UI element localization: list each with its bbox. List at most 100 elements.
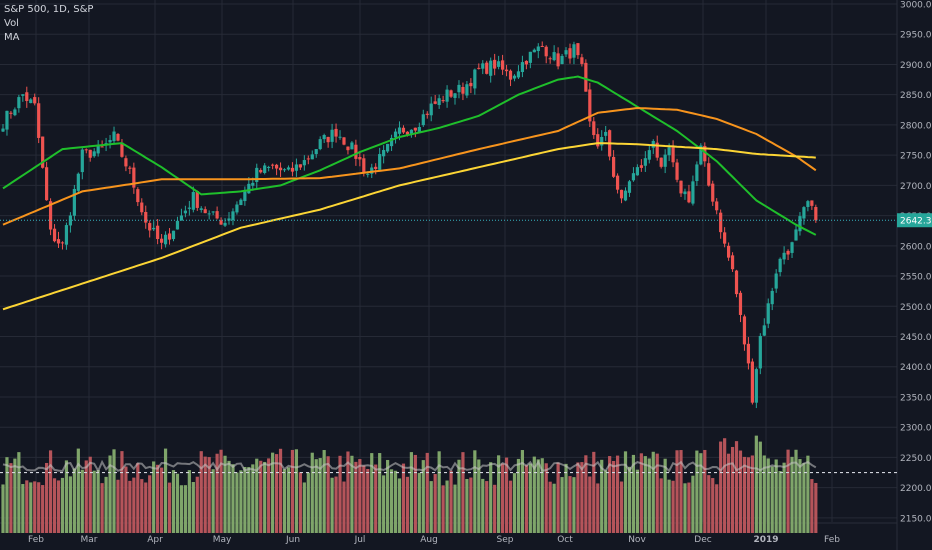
- candle-body: [667, 147, 671, 156]
- volume-bar: [128, 480, 132, 533]
- volume-bar: [754, 435, 758, 533]
- volume-bars: [1, 435, 818, 533]
- volume-bar: [580, 462, 584, 533]
- volume-bar: [790, 456, 794, 533]
- candle-body: [774, 273, 778, 289]
- candle-body: [790, 242, 794, 253]
- price-axis-label: 2800.00: [900, 121, 932, 131]
- time-axis-label: Mar: [81, 535, 98, 545]
- volume-bar: [604, 470, 608, 533]
- volume-bar: [631, 454, 636, 533]
- candle-body: [715, 201, 719, 211]
- volume-bar: [1, 484, 5, 533]
- candle-body: [183, 210, 187, 214]
- volume-bar: [608, 456, 612, 533]
- candle-body: [171, 230, 176, 240]
- candle-body: [263, 165, 267, 173]
- volume-bar: [592, 451, 596, 533]
- candle-body: [560, 55, 564, 64]
- volume-bar: [810, 479, 814, 533]
- volume-bar: [734, 441, 739, 533]
- volume-bar: [278, 448, 283, 533]
- candle-body: [120, 142, 124, 157]
- candle-body: [738, 292, 743, 315]
- price-axis-label: 2200.00: [900, 484, 932, 494]
- volume-bar: [124, 466, 128, 533]
- candle-body: [425, 113, 429, 115]
- volume-bar: [104, 476, 108, 533]
- candle-body: [25, 92, 29, 101]
- volume-bar: [413, 454, 417, 533]
- candle-body: [306, 158, 310, 160]
- candle-body: [195, 191, 199, 208]
- volume-bar: [770, 466, 774, 533]
- volume-bar: [271, 452, 275, 533]
- candle-body: [445, 89, 449, 102]
- candle-body: [179, 215, 184, 221]
- volume-bar: [794, 449, 798, 533]
- volume-bar: [215, 453, 219, 533]
- price-axis-label: 2400.00: [900, 363, 932, 373]
- price-axis-label: 2450.00: [900, 333, 932, 343]
- volume-bar: [136, 463, 140, 533]
- volume-bar: [358, 459, 362, 533]
- candle-body: [627, 181, 632, 193]
- candle-body: [271, 164, 275, 166]
- moving-average-indicator-label[interactable]: MA: [4, 32, 20, 43]
- volume-bar: [84, 460, 88, 533]
- volume-bar: [691, 475, 695, 533]
- price-axis-label: 2500.00: [900, 303, 932, 313]
- candle-body: [437, 98, 441, 106]
- volume-bar: [195, 476, 199, 533]
- candle-body: [187, 207, 191, 209]
- candle-body: [699, 145, 703, 165]
- volume-bar: [64, 460, 69, 533]
- volume-bar: [167, 482, 172, 533]
- candle-body: [199, 208, 203, 210]
- candle-body: [465, 84, 469, 96]
- candle-body: [417, 127, 421, 132]
- volume-bar: [596, 483, 600, 533]
- volume-bar: [282, 469, 287, 533]
- candle-body: [310, 154, 314, 160]
- time-axis-label: Apr: [147, 535, 163, 545]
- candle-body: [441, 100, 445, 102]
- volume-bar: [227, 460, 231, 533]
- volume-bar: [29, 482, 33, 533]
- volume-bar: [207, 457, 211, 533]
- symbol-title[interactable]: S&P 500, 1D, S&P: [4, 4, 94, 15]
- volume-bar: [417, 472, 421, 533]
- volume-bar: [469, 477, 473, 533]
- candle-body: [544, 46, 548, 57]
- candle-body: [552, 52, 556, 61]
- volume-bar: [405, 476, 410, 533]
- candle-body: [576, 43, 580, 56]
- candle-body: [354, 144, 358, 159]
- volume-bar: [37, 482, 41, 533]
- candle-body: [806, 201, 810, 207]
- volume-bar: [88, 456, 92, 533]
- volume-bar: [310, 452, 314, 533]
- price-axis-label: 2250.00: [900, 454, 932, 464]
- candle-body: [378, 154, 382, 170]
- candle-body: [1, 128, 5, 132]
- volume-bar: [738, 450, 743, 533]
- candle-body: [489, 60, 493, 76]
- candle-body: [175, 220, 180, 230]
- candle-body: [88, 149, 92, 158]
- volume-bar: [746, 457, 751, 533]
- candle-body: [235, 204, 239, 213]
- volume-bar: [290, 449, 295, 533]
- time-axis-label: Jul: [354, 535, 366, 545]
- candle-body: [215, 211, 219, 219]
- volume-bar: [481, 478, 485, 533]
- volume-bar: [568, 476, 572, 533]
- volume-bar: [552, 483, 556, 533]
- volume-bar: [314, 459, 318, 533]
- candle-body: [374, 166, 378, 170]
- candle-body: [274, 164, 279, 169]
- price-axis-label: 2700.00: [900, 182, 932, 192]
- volume-indicator-label[interactable]: Vol: [4, 18, 19, 29]
- volume-bar: [774, 459, 778, 533]
